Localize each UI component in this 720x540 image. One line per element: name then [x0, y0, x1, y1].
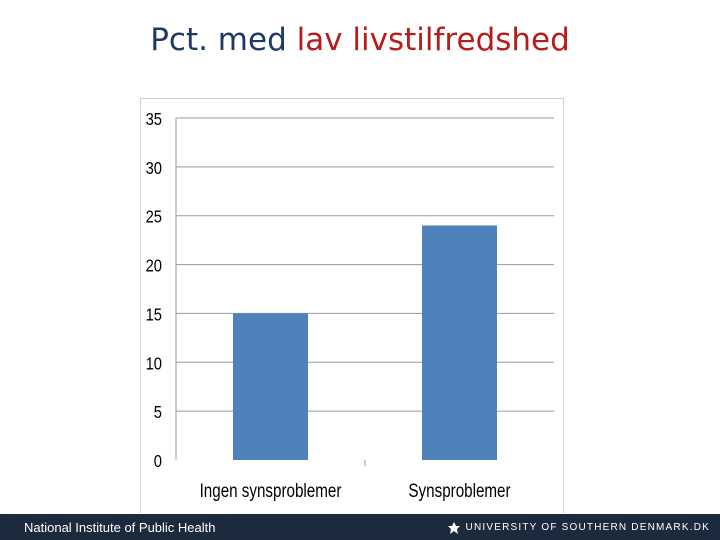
footer-logo: UNIVERSITY OF SOUTHERN DENMARK.DK: [447, 520, 710, 536]
footer-university-text: UNIVERSITY OF SOUTHERN DENMARK.DK: [465, 522, 710, 533]
y-tick-label: 5: [154, 403, 162, 423]
y-tick-label: 25: [146, 207, 162, 227]
y-tick-label: 15: [146, 305, 162, 325]
bar: [233, 313, 308, 460]
slide-title: Pct. med lav livstilfredshed: [0, 18, 720, 62]
y-tick-label: 35: [146, 110, 162, 130]
y-tick-label: 0: [154, 452, 162, 472]
footer-institute-text: National Institute of Public Health: [24, 520, 216, 535]
x-tick-label: Synsproblemer: [408, 479, 510, 501]
title-part-1: Pct. med: [150, 22, 297, 58]
y-tick-label: 30: [146, 159, 162, 179]
footer-bar: National Institute of Public Health UNIV…: [0, 514, 720, 540]
bar-chart: 0 5 10 15 20 25 30 35 Ingen synsproblemer Synspro…: [146, 110, 554, 501]
x-tick-label: Ingen synsproblemer: [200, 479, 342, 501]
title-part-2: lav livstilfredshed: [296, 22, 570, 58]
y-tick-label: 10: [146, 354, 162, 374]
sdu-logo-icon: [447, 522, 460, 534]
bar: [422, 225, 497, 460]
y-tick-label: 20: [146, 256, 162, 276]
